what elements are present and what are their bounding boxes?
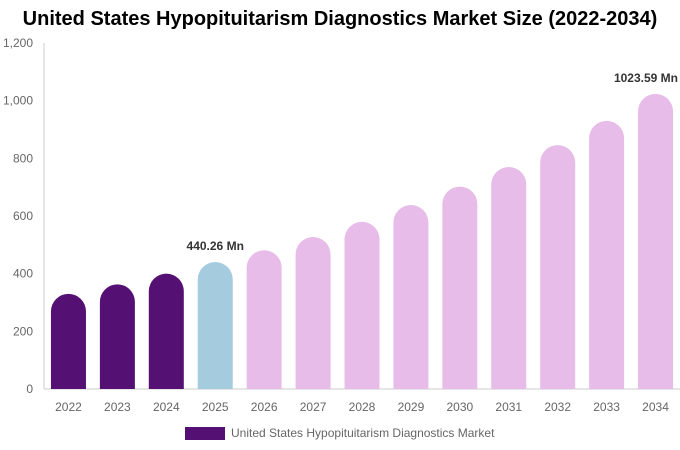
- y-tick-label: 400: [13, 267, 33, 281]
- y-tick-label: 1,200: [3, 36, 33, 50]
- bar-2022: [50, 293, 86, 389]
- bar-2031: [491, 166, 527, 389]
- x-tick-label: 2024: [153, 400, 180, 414]
- bar-2026: [246, 250, 282, 389]
- x-tick-label: 2031: [495, 400, 522, 414]
- x-tick-label: 2025: [202, 400, 229, 414]
- y-tick-label: 0: [26, 382, 33, 396]
- bar-2023: [99, 284, 135, 389]
- bar-2025: [197, 262, 233, 389]
- legend-swatch: [185, 426, 225, 440]
- bars: [50, 93, 674, 390]
- bar-2033: [589, 120, 625, 389]
- x-tick-label: 2027: [300, 400, 327, 414]
- bar-2032: [540, 145, 576, 389]
- data-label-2034: 1023.59 Mn: [614, 71, 678, 85]
- y-axis-ticks: 0 200 400 600 800 1,000 1,200: [3, 36, 33, 396]
- legend: United States Hypopituitarism Diagnostic…: [185, 425, 494, 441]
- x-tick-label: 2033: [593, 400, 620, 414]
- x-tick-label: 2030: [446, 400, 473, 414]
- bar-2024: [148, 273, 184, 389]
- y-tick-label: 600: [13, 209, 33, 223]
- bar-2030: [442, 186, 478, 389]
- x-tick-label: 2023: [104, 400, 131, 414]
- y-tick-label: 200: [13, 324, 33, 338]
- data-labels: 440.26 Mn 1023.59 Mn: [187, 71, 678, 253]
- bar-2029: [393, 205, 429, 389]
- x-tick-label: 2026: [251, 400, 278, 414]
- bar-2027: [295, 237, 331, 389]
- x-tick-label: 2022: [55, 400, 82, 414]
- legend-label: United States Hypopituitarism Diagnostic…: [231, 426, 495, 440]
- x-tick-label: 2034: [642, 400, 669, 414]
- chart-title: United States Hypopituitarism Diagnostic…: [22, 8, 658, 30]
- x-tick-label: 2032: [544, 400, 571, 414]
- x-tick-label: 2029: [398, 400, 425, 414]
- bar-2028: [344, 221, 380, 389]
- data-label-2025: 440.26 Mn: [187, 239, 244, 253]
- x-tick-label: 2028: [349, 400, 376, 414]
- y-tick-label: 800: [13, 151, 33, 165]
- bar-2034: [638, 93, 674, 390]
- y-tick-label: 1,000: [3, 94, 33, 108]
- x-axis-ticks: 2022 2023 2024 2025 2026 2027 2028 2029 2030 2031…: [55, 400, 669, 414]
